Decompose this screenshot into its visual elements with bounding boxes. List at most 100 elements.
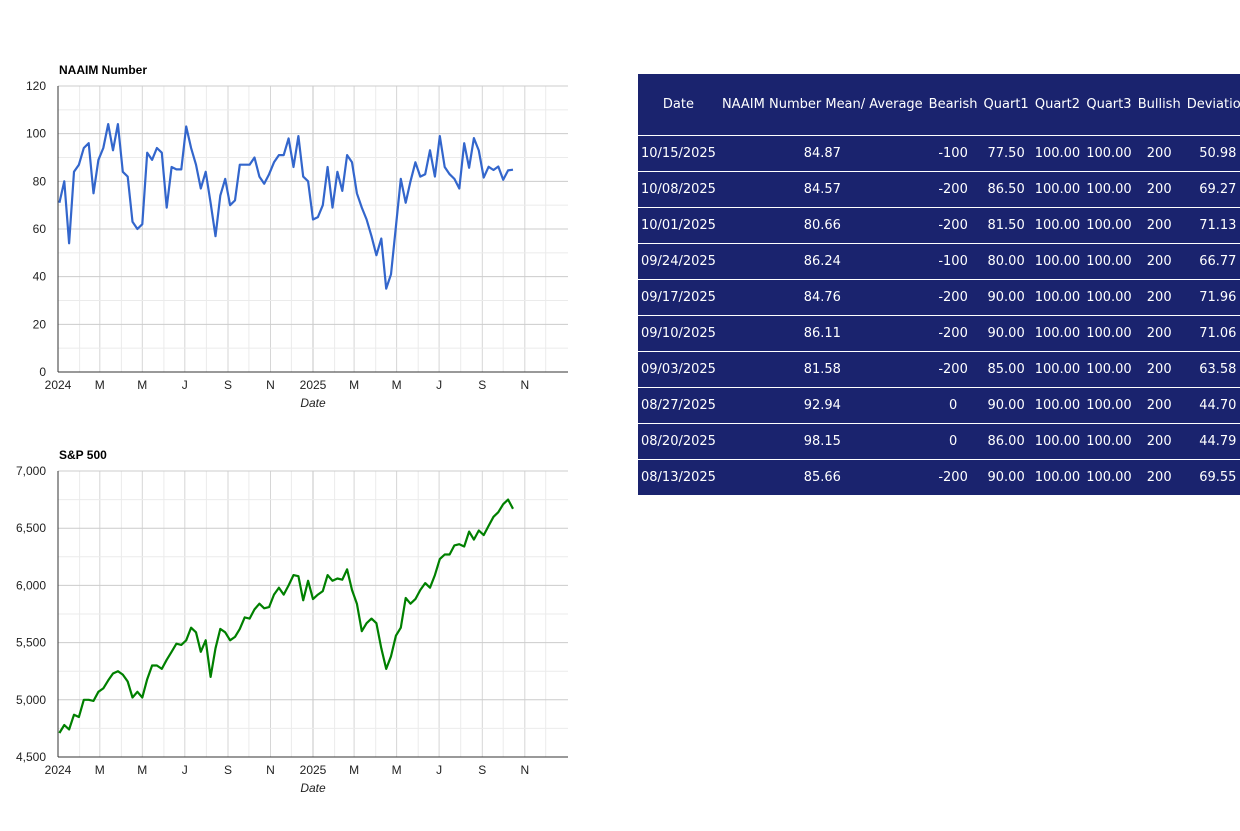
data-point (244, 164, 246, 166)
bullish-cell: 200 (1134, 423, 1184, 460)
deviation-cell: 63.58 (1183, 351, 1240, 388)
date-cell: 08/13/2025 (638, 459, 719, 495)
series-line (58, 122, 514, 290)
quart1-cell: 90.00 (980, 459, 1032, 495)
data-point (395, 226, 397, 228)
data-point (439, 558, 441, 560)
mean-average-cell: 81.58 (718, 351, 926, 388)
table-row: 10/01/2025 80.66 -200 81.50 100.00 100.00 200 7… (638, 207, 1240, 244)
table-row: 08/27/2025 92.94 0 90.00 100.00 100.00 200 44.7… (638, 387, 1240, 424)
data-point (283, 594, 285, 596)
data-point (336, 171, 338, 173)
data-point (497, 511, 499, 513)
bearish-cell: -200 (925, 315, 981, 352)
column-header-quart3: Quart3 (1083, 74, 1135, 136)
data-point (136, 228, 138, 230)
bearish-cell: -100 (925, 135, 981, 172)
bullish-cell: 200 (1134, 207, 1184, 244)
data-point (253, 157, 255, 159)
mean-average-cell: 84.87 (718, 135, 926, 172)
table-row: 10/08/2025 84.57 -200 86.50 100.00 100.00 200 6… (638, 171, 1240, 208)
y-tick-label: 60 (33, 222, 47, 236)
data-point (390, 273, 392, 275)
x-tick-label: N (520, 378, 529, 392)
data-point (180, 168, 182, 170)
data-point (414, 161, 416, 163)
data-point (478, 529, 480, 531)
data-point (83, 699, 85, 701)
x-tick-label: M (95, 378, 105, 392)
data-point (302, 176, 304, 178)
data-point (141, 223, 143, 225)
data-point (68, 729, 70, 731)
series-line (58, 498, 514, 734)
quart2-cell: 100.00 (1031, 387, 1084, 424)
data-point (132, 221, 134, 223)
x-tick-label: M (137, 763, 147, 777)
data-point (58, 732, 60, 734)
y-tick-label: 120 (26, 79, 46, 93)
data-point (205, 171, 207, 173)
date-cell: 08/20/2025 (638, 423, 719, 460)
data-point (488, 525, 490, 527)
data-point (258, 603, 260, 605)
data-point (161, 668, 163, 670)
x-tick-label: S (224, 763, 232, 777)
data-point (449, 554, 451, 556)
data-point (156, 664, 158, 666)
data-point (336, 578, 338, 580)
data-point (58, 202, 60, 204)
quart3-cell: 100.00 (1083, 279, 1135, 316)
quart1-cell: 85.00 (980, 351, 1032, 388)
data-point (502, 179, 504, 181)
data-point (332, 207, 334, 209)
data-point (229, 639, 231, 641)
table-row: 09/24/2025 86.24 -100 80.00 100.00 100.00 200 6… (638, 243, 1240, 280)
data-point (356, 192, 358, 194)
column-header-quart2: Quart2 (1031, 74, 1084, 136)
y-tick-label: 0 (39, 365, 46, 379)
data-point (112, 672, 114, 674)
bullish-cell: 200 (1134, 459, 1184, 495)
quart2-cell: 100.00 (1031, 279, 1084, 316)
x-tick-label: N (266, 763, 275, 777)
data-point (268, 173, 270, 175)
column-header-quart1: Quart1 (980, 74, 1032, 136)
bearish-cell: -200 (925, 351, 981, 388)
data-point (185, 126, 187, 128)
date-cell: 10/08/2025 (638, 171, 719, 208)
y-tick-label: 5,500 (16, 636, 46, 650)
x-tick-label: M (392, 378, 402, 392)
data-point (97, 691, 99, 693)
data-point (468, 531, 470, 533)
deviation-cell: 71.96 (1183, 279, 1240, 316)
data-point (253, 608, 255, 610)
quart1-cell: 90.00 (980, 315, 1032, 352)
data-point (122, 674, 124, 676)
table-row: 09/03/2025 81.58 -200 85.00 100.00 100.00 200 6… (638, 351, 1240, 388)
naaim-number-chart: 0 20 40 60 80 100 120 2024 M M J S N 2025 M M J S N NAAIM N… (0, 55, 600, 415)
y-tick-label: 4,500 (16, 750, 46, 764)
deviation-cell: 69.55 (1183, 459, 1240, 495)
x-tick-label: S (478, 763, 486, 777)
data-point (219, 628, 221, 630)
mean-average-cell: 80.66 (718, 207, 926, 244)
quart3-cell: 100.00 (1083, 243, 1135, 280)
quart1-cell: 81.50 (980, 207, 1032, 244)
quart3-cell: 100.00 (1083, 423, 1135, 460)
data-point (107, 679, 109, 681)
data-point (400, 178, 402, 180)
table-row: 08/20/2025 98.15 0 86.00 100.00 100.00 200 44.7… (638, 423, 1240, 460)
mean-average-cell: 86.24 (718, 243, 926, 280)
quart2-cell: 100.00 (1031, 423, 1084, 460)
date-cell: 08/27/2025 (638, 387, 719, 424)
mean-average-cell: 85.66 (718, 459, 926, 495)
data-point (453, 544, 455, 546)
data-point (434, 176, 436, 178)
data-point (380, 647, 382, 649)
bullish-cell: 200 (1134, 387, 1184, 424)
data-point (185, 639, 187, 641)
data-point (473, 137, 475, 139)
data-point (419, 589, 421, 591)
data-point (410, 180, 412, 182)
